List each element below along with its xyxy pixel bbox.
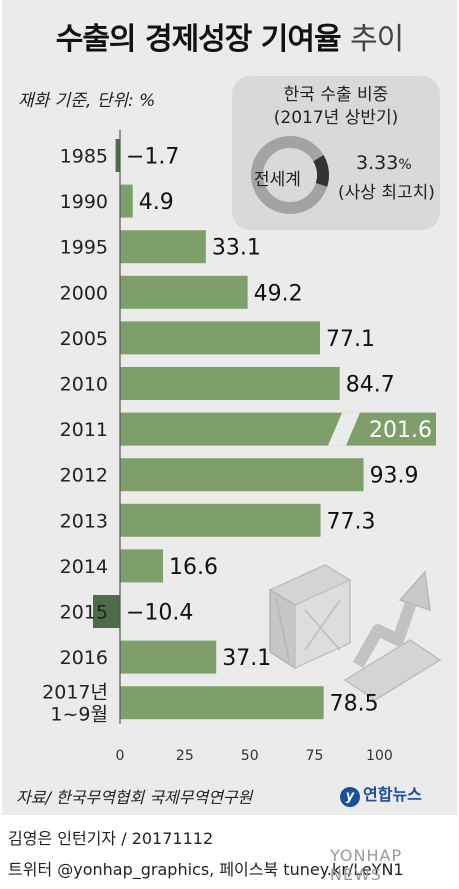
inset-title-line2: (2017년 상반기) [273, 108, 399, 128]
bar-3 [120, 275, 248, 309]
bar-6 [120, 412, 436, 446]
yonhap-logo: y 연합뉴스 [340, 781, 422, 807]
inset-value-note: (사상 최고치) [338, 183, 435, 203]
x-tick-label: 75 [306, 748, 324, 764]
x-axis-ticks: 0 25 50 75 100 [116, 748, 393, 764]
title-suffix: 추이 [350, 22, 404, 57]
category-label: 2010 [60, 374, 108, 396]
bar-rows: 1985 −1.7 1990 4.9 1995 33.1 2000 49.2 2005 77.1 2… [42, 139, 436, 726]
x-tick-label: 50 [241, 748, 259, 764]
inset-value: 3.33% [356, 152, 412, 174]
category-label: 2014 [60, 556, 108, 578]
bar-11 [120, 640, 217, 674]
category-label: 1985 [60, 146, 108, 168]
logo-text: 연합뉴스 [363, 785, 422, 804]
bar-0 [115, 139, 120, 172]
chart-title: 수출의 경제성장 기여율 추이 [0, 14, 459, 58]
watermark: YONHAP NEWS [330, 846, 403, 884]
category-label: 1995 [60, 237, 108, 259]
source-note: 자료/ 한국무역협회 국제무역연구원 [16, 788, 253, 807]
value-label: 4.9 [139, 190, 174, 215]
category-label: 1990 [60, 191, 108, 213]
category-label: 2000 [60, 282, 108, 304]
category-label: 2016 [60, 647, 108, 669]
category-label: 2015 [60, 602, 108, 624]
category-label: 2012 [60, 465, 108, 487]
value-label: 49.2 [254, 281, 303, 306]
bar-2 [120, 230, 206, 264]
value-label: 201.6 [369, 418, 432, 443]
inset-value-number: 3.33 [356, 152, 399, 174]
value-label: 93.9 [370, 464, 419, 489]
category-label: 2011 [60, 419, 108, 441]
category-label: 2017년 [42, 682, 108, 704]
inset-title: 한국 수출 비중 (2017년 상반기) [232, 84, 440, 130]
export-share-inset: 한국 수출 비중 (2017년 상반기) 전세계 3.33% (사상 최고치) [232, 76, 440, 230]
inset-title-line1: 한국 수출 비중 [283, 85, 389, 105]
credit-reporter: 김영은 인턴기자 / 20171112 [8, 829, 214, 848]
bar-1 [120, 184, 133, 218]
x-tick-label: 0 [116, 748, 125, 764]
unit-note: 재화 기준, 단위: % [18, 91, 156, 111]
bar-chart: 1985 −1.7 1990 4.9 1995 33.1 2000 49.2 2005 77.1 2… [42, 130, 442, 764]
x-tick-label: 100 [366, 748, 393, 764]
title-main: 수출의 경제성장 기여율 [55, 22, 342, 57]
value-label: −1.7 [126, 145, 179, 170]
category-label: 2005 [60, 328, 108, 350]
bar-5 [120, 367, 340, 400]
bar-9 [120, 549, 164, 583]
value-label: −10.4 [126, 601, 193, 626]
credit-social: 트위터 @yonhap_graphics, 페이스북 tuney.kr/LeYN… [8, 860, 404, 879]
donut-slice-korea [313, 155, 329, 187]
bar-4 [120, 321, 320, 355]
bar-10 [93, 595, 120, 628]
value-label: 16.6 [169, 555, 218, 580]
bar-12 [120, 686, 324, 720]
value-label: 77.1 [326, 327, 375, 352]
value-label: 33.1 [212, 236, 261, 261]
category-label: 1~9월 [50, 704, 108, 726]
category-label: 2013 [60, 510, 108, 532]
yonhap-logo-icon: y [340, 787, 360, 807]
donut-center-label: 전세계 [254, 170, 301, 190]
inset-donut-svg [251, 136, 329, 214]
crate-arrow-illustration [268, 564, 442, 701]
axis-break-mark [328, 412, 360, 446]
x-tick-label: 25 [176, 748, 194, 764]
bar-7 [120, 458, 364, 492]
value-label: 37.1 [222, 646, 271, 671]
value-label: 77.3 [327, 509, 376, 534]
inset-value-unit: % [398, 157, 412, 173]
bar-8 [120, 503, 321, 537]
value-label: 78.5 [330, 692, 379, 717]
value-label: 84.7 [346, 373, 395, 398]
